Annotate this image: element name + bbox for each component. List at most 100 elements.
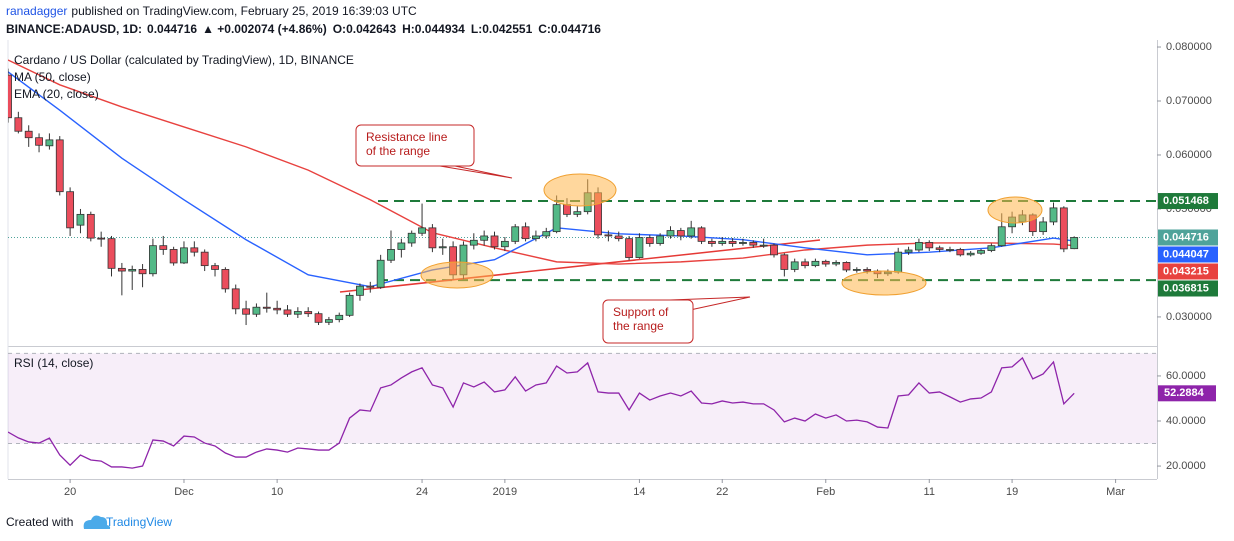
candle-body xyxy=(676,230,685,237)
y-tick-label: 0.060000 xyxy=(1166,149,1212,161)
candle-body xyxy=(521,226,530,240)
candle-body xyxy=(283,309,292,315)
brand: TradingView xyxy=(106,515,172,529)
callout-text: Resistance line xyxy=(366,130,448,144)
candle-body xyxy=(625,238,633,258)
candle-body xyxy=(86,213,95,239)
ohlc-value: 0.042643 xyxy=(346,22,396,36)
candle-body xyxy=(138,269,147,275)
candle-body xyxy=(966,252,975,256)
candle-body xyxy=(35,137,43,146)
price-tag-label: 0.051468 xyxy=(1163,195,1209,207)
candle-body xyxy=(335,314,344,321)
candle-body xyxy=(904,249,913,253)
x-tick-label: 2019 xyxy=(493,486,517,498)
x-tick-label: Feb xyxy=(816,486,835,498)
rsi-title: RSI (14, close) xyxy=(14,356,93,370)
overlay: 20 Dec 10 24 2019 14 22 Feb 11 19 Mar 0.080000 0.070… xyxy=(64,41,1218,498)
candle-body xyxy=(842,262,851,271)
candle-body xyxy=(707,240,716,244)
candle-body xyxy=(149,245,157,275)
price-tag xyxy=(1158,229,1218,246)
callout-text: Support of xyxy=(613,305,669,319)
highlight xyxy=(420,261,494,289)
price-tag xyxy=(1158,263,1218,280)
x-tick-label: 10 xyxy=(271,486,283,498)
candle-body xyxy=(935,247,944,250)
price-tag-label: 0.044716 xyxy=(1163,231,1209,243)
candle-body xyxy=(273,307,282,311)
x-tick-label: 19 xyxy=(1006,486,1018,498)
candle-body xyxy=(666,230,675,237)
ohlc-value: 0.044934 xyxy=(415,22,465,36)
candle-body xyxy=(997,226,1006,247)
legend-ema: EMA (20, close) xyxy=(14,87,99,101)
candle-body xyxy=(66,191,75,229)
candle-body xyxy=(635,237,644,258)
candle-body xyxy=(614,235,623,240)
x-tick-label: Mar xyxy=(1106,486,1125,498)
candle-body xyxy=(469,239,478,246)
candle-body xyxy=(314,313,323,323)
candle-body xyxy=(1059,207,1068,250)
candle-body xyxy=(180,247,188,264)
callout-pointer xyxy=(439,165,513,179)
rsi-pane xyxy=(8,352,1157,469)
candle-body xyxy=(573,211,582,215)
ohlc-key: L: xyxy=(471,22,482,36)
candle-body xyxy=(345,294,354,316)
candle-body xyxy=(97,237,106,240)
highlight xyxy=(987,196,1043,224)
ohlc-key: C: xyxy=(538,22,551,36)
candle-body xyxy=(428,227,437,249)
x-tick-label: 11 xyxy=(924,486,935,498)
last-price: 0.044716 xyxy=(147,22,197,36)
candle-body xyxy=(242,308,250,315)
candle-body xyxy=(987,245,996,251)
legend-ma: MA (50, close) xyxy=(14,70,91,84)
x-tick-label: 24 xyxy=(416,486,428,498)
candle-body xyxy=(801,261,809,267)
candle-body xyxy=(14,117,23,132)
candle-body xyxy=(645,237,654,244)
candle-body xyxy=(832,262,841,265)
price-tag-label: 0.043215 xyxy=(1163,265,1209,277)
candle-body xyxy=(128,269,137,272)
publisher: ranadagger xyxy=(6,4,67,18)
candle-body xyxy=(759,244,768,247)
ohlc-key: H: xyxy=(402,22,415,36)
candle-body xyxy=(728,240,737,244)
rsi-tag xyxy=(1158,385,1216,402)
rsi-line xyxy=(8,356,1075,469)
candle-body xyxy=(293,311,302,315)
candle-body xyxy=(790,261,799,270)
candle-body xyxy=(366,285,375,288)
rsi-tick-label: 40.0000 xyxy=(1166,415,1206,427)
change: ▲ +0.002074 (+4.86%) xyxy=(202,22,327,36)
candle-body xyxy=(1049,207,1058,223)
candle-body xyxy=(718,240,727,244)
candle-body xyxy=(852,269,861,271)
candle-body xyxy=(107,238,116,269)
candle-body xyxy=(925,242,934,249)
trendline xyxy=(339,239,821,293)
candle-body xyxy=(8,74,12,119)
published: published on TradingView.com, February 2… xyxy=(71,4,417,18)
callout-box xyxy=(602,299,694,344)
candle-body xyxy=(811,260,820,267)
candle-body xyxy=(231,288,240,310)
candle-body xyxy=(211,265,219,270)
rsi-tag-label: 52.2884 xyxy=(1164,387,1205,399)
candle-body xyxy=(304,311,313,315)
x-tick-label: Dec xyxy=(174,486,194,498)
price-tag-label: 0.036815 xyxy=(1163,282,1209,294)
candle-body xyxy=(45,139,54,147)
candle-body xyxy=(221,269,230,290)
highlight xyxy=(841,270,927,296)
symbol: BINANCE:ADAUSD, 1D: xyxy=(6,22,142,36)
candle-body xyxy=(915,242,923,251)
candle-body xyxy=(480,235,489,241)
highlight xyxy=(543,173,617,207)
price-pane xyxy=(8,59,1157,326)
